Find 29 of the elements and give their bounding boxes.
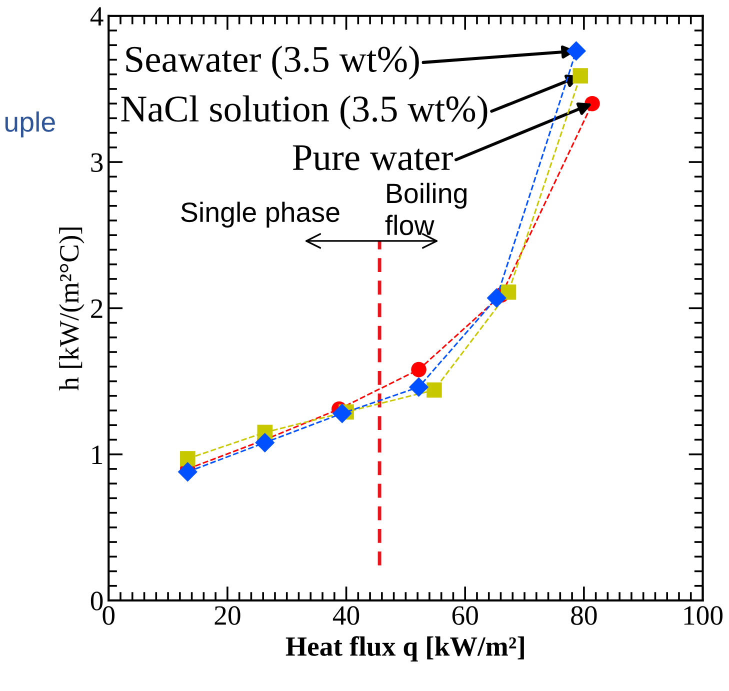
x-tick-label: 80 [571, 606, 597, 625]
annotation: Pure water [292, 145, 453, 170]
x-tick-label: 40 [332, 606, 360, 625]
annotation: Boiling flow [385, 182, 466, 236]
point [255, 432, 275, 452]
y-tick-label: 3 [91, 153, 103, 172]
x-tick-label: 60 [452, 606, 478, 625]
point [426, 382, 442, 398]
point [411, 362, 426, 378]
annotation: Seawater (3.5 wt%) [126, 46, 419, 80]
point [408, 377, 429, 397]
point [572, 68, 588, 84]
y-tick-label: 4 [90, 7, 104, 26]
x-tick-label: 20 [214, 606, 240, 625]
y-tick-label: 0 [90, 592, 103, 610]
point [332, 404, 352, 424]
text: uple [5, 111, 55, 138]
y-tick-label: 2 [91, 299, 102, 318]
point [486, 288, 506, 308]
x-tick-label: 0 [102, 606, 115, 625]
x-axis-title: Heat flux q [kW/m²] [286, 636, 524, 662]
annotation: Single phase [181, 202, 340, 228]
point [178, 462, 198, 482]
point [180, 451, 196, 466]
y-axis-title: h [kW/(m²°C)] [59, 228, 84, 391]
y-tick-label: 1 [92, 446, 102, 464]
point [566, 41, 586, 61]
annotation: NaCl solution (3.5 wt%) [121, 95, 488, 130]
x-tick-label: 100 [684, 606, 723, 625]
